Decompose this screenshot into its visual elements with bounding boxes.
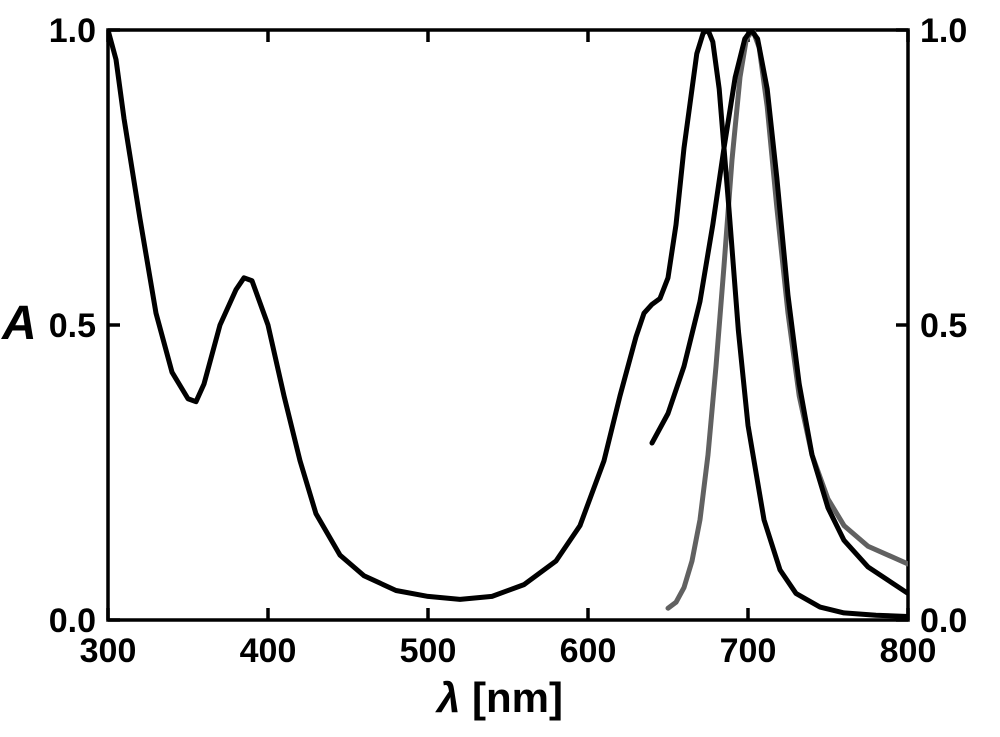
y-left-tick-label: 0.5 — [49, 307, 96, 345]
y-axis-left-title: A — [2, 296, 37, 351]
y-right-tick-label: 0.5 — [920, 307, 967, 345]
x-tick-label: 700 — [720, 632, 777, 670]
y-left-tick-label: 1.0 — [49, 12, 96, 50]
x-tick-label: 400 — [240, 632, 297, 670]
y-right-tick-label: 1.0 — [920, 12, 967, 50]
series-emission2 — [668, 30, 908, 608]
y-left-tick-label: 0.0 — [49, 602, 96, 640]
y-right-tick-label: 0.0 — [920, 602, 967, 640]
x-tick-label: 600 — [560, 632, 617, 670]
x-axis-unit-bracket-close: ] — [549, 674, 563, 721]
x-tick-label: 500 — [400, 632, 457, 670]
x-axis-unit-bracket: [ — [472, 674, 486, 721]
x-axis-symbol: λ — [437, 674, 460, 721]
x-axis-title: λ [nm] — [0, 674, 1000, 722]
x-axis-unit: nm — [486, 674, 549, 721]
spectrum-chart: 3004005006007008000.00.51.00.00.51.0 — [0, 0, 1000, 737]
